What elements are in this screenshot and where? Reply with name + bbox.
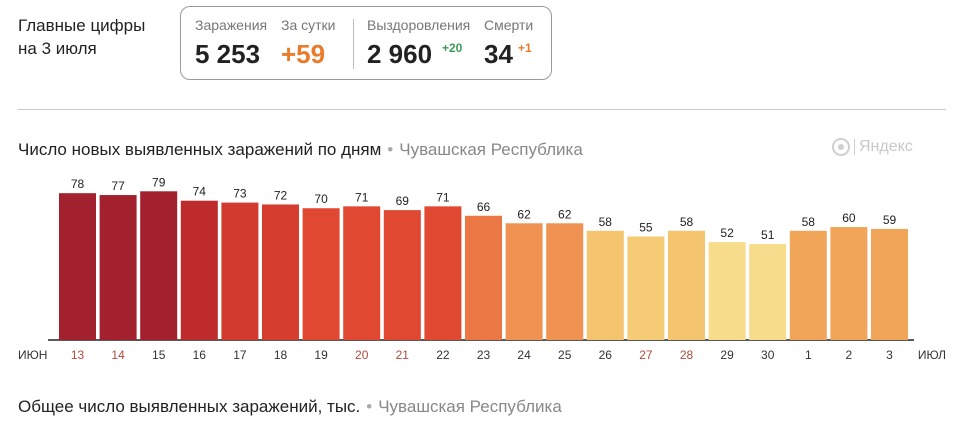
stat-deaths-delta: +1: [518, 41, 532, 55]
bar-9: [383, 210, 421, 340]
total-chart-region: Чувашская Республика: [378, 397, 562, 416]
x-tick-12: 24: [517, 348, 531, 362]
bar-20: [830, 227, 868, 340]
yandex-logo-text: Яндекс: [859, 138, 913, 155]
x-month-start-label: ИЮН: [18, 348, 47, 362]
bar-8: [343, 206, 381, 340]
bar-11: [465, 215, 502, 340]
daily-cases-chart: 7813771479157416731772187019712069217122…: [18, 175, 946, 362]
bar-4: [180, 200, 218, 340]
total-chart-title-separator: •: [366, 397, 373, 416]
data-label-17: 52: [720, 226, 734, 240]
data-label-4: 74: [193, 185, 207, 199]
x-tick-1: 13: [71, 348, 85, 362]
x-tick-13: 25: [558, 348, 572, 362]
yandex-logo: Яндекс: [832, 138, 913, 156]
x-month-end-label: ИЮЛ: [918, 348, 946, 362]
data-label-7: 70: [314, 192, 328, 206]
data-label-8: 71: [355, 190, 369, 204]
stat-deaths-label: Смерти: [484, 17, 534, 33]
x-tick-4: 16: [193, 348, 207, 362]
total-chart-title-text: Общее число выявленных заражений, тыс.: [18, 397, 361, 416]
stat-recovered-label: Выздоровления: [367, 17, 471, 33]
yandex-eye-icon: [832, 138, 850, 156]
data-label-18: 51: [761, 228, 775, 242]
x-tick-17: 29: [720, 348, 734, 362]
data-label-19: 58: [802, 215, 816, 229]
logo-divider: [854, 139, 855, 155]
bar-19: [789, 230, 827, 340]
stat-deaths-value: 34: [484, 39, 513, 69]
bar-6: [262, 204, 299, 340]
bar-7: [302, 208, 340, 340]
total-chart-title: Общее число выявленных заражений, тыс. • Ч…: [18, 397, 562, 417]
data-label-6: 72: [274, 188, 288, 202]
bar-1: [59, 193, 96, 340]
data-label-15: 55: [639, 220, 653, 234]
chart-title-separator: •: [387, 140, 394, 159]
stat-deaths: Смерти 34 +1: [484, 17, 534, 69]
bar-21: [871, 228, 908, 340]
data-label-9: 69: [396, 194, 410, 208]
x-tick-5: 17: [233, 348, 247, 362]
data-label-21: 59: [883, 213, 897, 227]
bar-5: [221, 202, 259, 340]
x-tick-20: 2: [846, 348, 853, 362]
data-label-11: 66: [477, 200, 491, 214]
x-tick-10: 22: [436, 348, 450, 362]
stat-infections: Заражения 5 253: [195, 17, 268, 69]
data-label-14: 58: [599, 215, 613, 229]
bar-13: [546, 223, 584, 340]
bar-2: [99, 195, 137, 340]
bar-10: [424, 206, 462, 340]
data-label-12: 62: [517, 207, 531, 221]
data-label-2: 77: [111, 179, 125, 193]
stat-infections-value: 5 253: [195, 39, 261, 69]
bar-15: [627, 236, 665, 340]
data-label-16: 58: [680, 215, 694, 229]
x-tick-16: 28: [680, 348, 694, 362]
data-label-5: 73: [233, 187, 247, 201]
bar-17: [708, 242, 746, 340]
stat-per-day-value: +59: [281, 39, 326, 69]
main-title: Главные цифры на 3 июля: [18, 14, 145, 60]
data-label-3: 79: [152, 175, 166, 189]
stat-per-day-label: За сутки: [281, 17, 336, 33]
x-tick-14: 26: [599, 348, 613, 362]
data-label-20: 60: [842, 211, 856, 225]
x-tick-9: 21: [396, 348, 410, 362]
x-tick-7: 19: [314, 348, 328, 362]
bar-14: [586, 230, 624, 340]
data-label-1: 78: [71, 177, 85, 191]
stats-divider: [353, 19, 354, 69]
chart-title: Число новых выявленных заражений по дням…: [18, 140, 583, 160]
stats-panel: Заражения 5 253 За сутки +59 Выздоровлен…: [180, 6, 552, 80]
stat-recovered-value: 2 960: [367, 39, 433, 69]
section-divider: [18, 109, 946, 110]
x-tick-8: 20: [355, 348, 369, 362]
bar-12: [505, 223, 543, 340]
data-label-13: 62: [558, 207, 572, 221]
data-label-10: 71: [436, 190, 450, 204]
bar-16: [668, 230, 705, 340]
chart-region: Чувашская Республика: [399, 140, 583, 159]
x-tick-18: 30: [761, 348, 775, 362]
x-tick-3: 15: [152, 348, 166, 362]
main-title-line1: Главные цифры: [18, 16, 146, 35]
chart-title-text: Число новых выявленных заражений по дням: [18, 140, 382, 159]
x-tick-15: 27: [639, 348, 653, 362]
bar-18: [749, 244, 787, 340]
stat-infections-label: Заражения: [195, 17, 268, 33]
stat-per-day: За сутки +59: [281, 17, 336, 69]
x-tick-21: 3: [886, 348, 893, 362]
stat-recovered-delta: +20: [442, 41, 463, 55]
x-tick-11: 23: [477, 348, 491, 362]
bar-3: [140, 191, 178, 340]
main-title-line2: на 3 июля: [18, 39, 97, 58]
x-tick-19: 1: [805, 348, 812, 362]
x-tick-6: 18: [274, 348, 288, 362]
stat-recovered: Выздоровления 2 960 +20: [367, 17, 471, 69]
x-tick-2: 14: [111, 348, 125, 362]
